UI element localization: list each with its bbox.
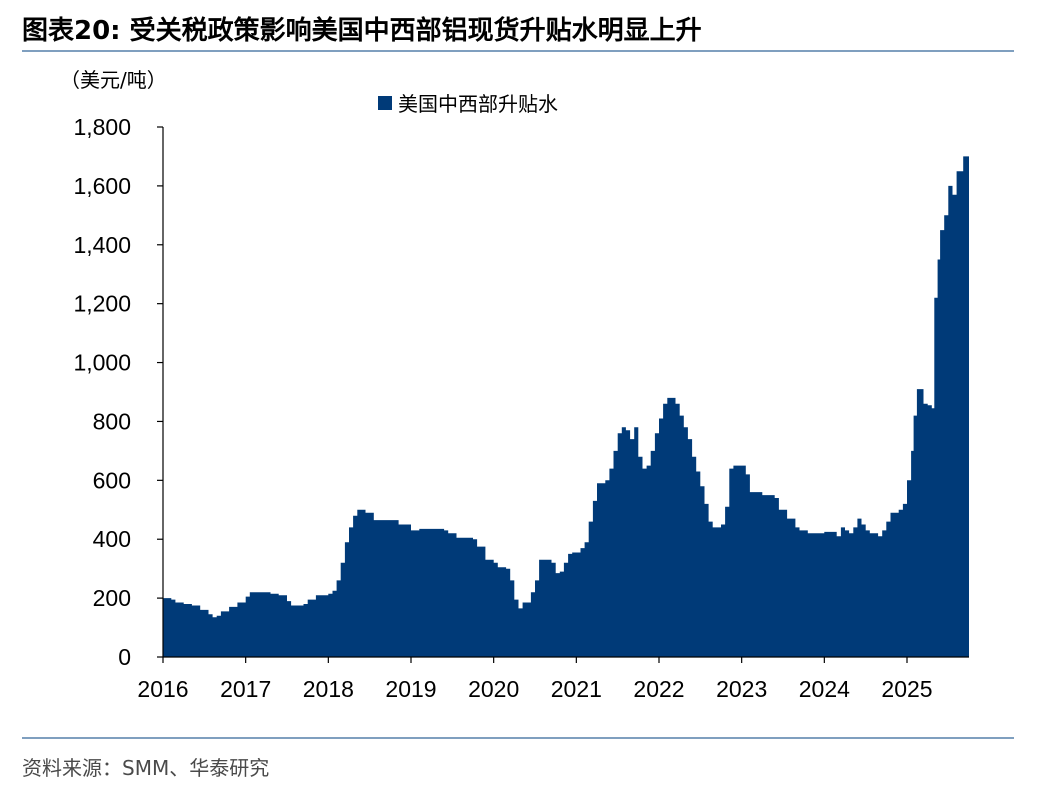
x-tick-label: 2018 bbox=[303, 676, 354, 702]
x-tick-label: 2020 bbox=[468, 676, 519, 702]
x-tick-label: 2022 bbox=[633, 676, 684, 702]
figure-title: 图表20: 受关税政策影响美国中西部铝现货升贴水明显上升 bbox=[22, 16, 702, 46]
footer-rule bbox=[22, 737, 1014, 739]
x-tick-label: 2019 bbox=[385, 676, 436, 702]
x-tick-label: 2023 bbox=[716, 676, 767, 702]
plot-layer bbox=[163, 156, 969, 657]
legend-swatch bbox=[378, 95, 392, 110]
y-tick-label: 800 bbox=[93, 408, 131, 434]
x-tick-label: 2017 bbox=[220, 676, 271, 702]
series-area-midwest-premium bbox=[163, 156, 969, 657]
y-tick-label: 1,800 bbox=[73, 114, 131, 140]
chart-legend: 美国中西部升贴水 bbox=[378, 88, 558, 117]
x-tick-label: 2016 bbox=[137, 676, 188, 702]
x-tick-label: 2024 bbox=[799, 676, 850, 702]
y-tick-label: 400 bbox=[93, 526, 131, 552]
x-tick-label: 2025 bbox=[881, 676, 932, 702]
y-tick-label: 1,400 bbox=[73, 232, 131, 258]
y-tick-label: 1,000 bbox=[73, 350, 131, 376]
y-tick-label: 0 bbox=[118, 644, 131, 670]
x-tick-label: 2021 bbox=[551, 676, 602, 702]
y-tick-label: 1,600 bbox=[73, 173, 131, 199]
source-note: 资料来源：SMM、华泰研究 bbox=[22, 756, 270, 780]
title-rule bbox=[22, 50, 1014, 52]
legend-label: 美国中西部升贴水 bbox=[398, 92, 558, 116]
y-tick-label: 200 bbox=[93, 585, 131, 611]
y-axis-unit-label: （美元/吨） bbox=[60, 68, 167, 92]
y-tick-label: 1,200 bbox=[73, 291, 131, 317]
axis-layer: 0 200 400 600 800 1,000 1,200 1,400 1,600 1,800 20… bbox=[73, 114, 969, 702]
y-tick-label: 600 bbox=[93, 467, 131, 493]
